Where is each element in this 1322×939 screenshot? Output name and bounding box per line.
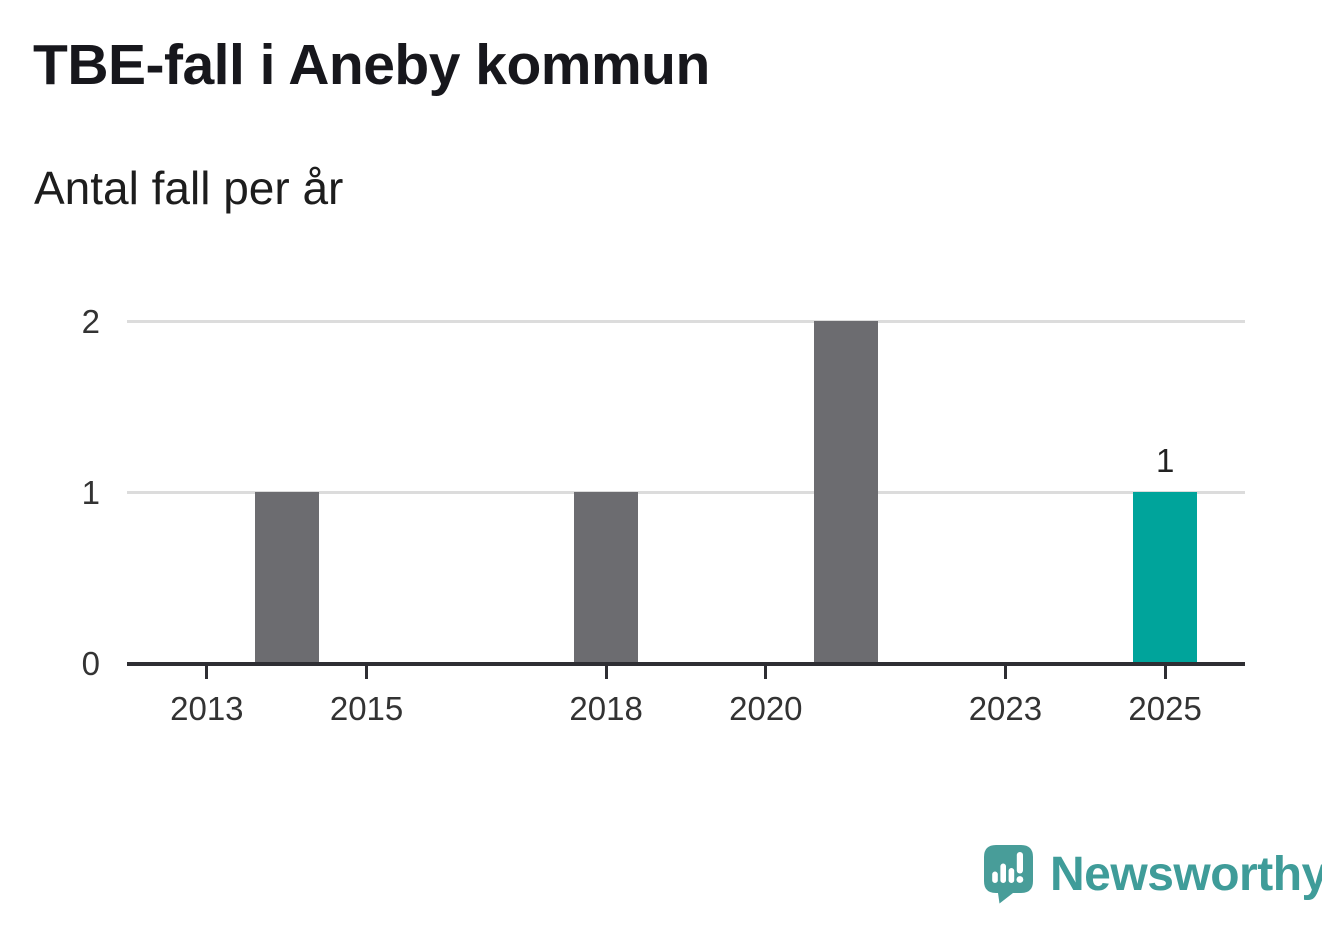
- bar-2025: [1133, 492, 1198, 663]
- bar-value-label: 1: [1155, 442, 1175, 479]
- newsworthy-bar-chart-bubble-icon: [984, 845, 1033, 904]
- x-axis-tick: [604, 666, 608, 679]
- y-axis-tick-label: 2: [81, 303, 100, 340]
- x-axis-tick-label: 2025: [1128, 690, 1202, 727]
- x-axis-tick-label: 2018: [569, 690, 643, 727]
- plot-area: [127, 319, 1245, 663]
- bar-2014: [254, 492, 319, 663]
- chart-title: TBE-fall i Aneby kommun: [33, 33, 710, 97]
- gridline-y-1: [127, 490, 1245, 494]
- x-axis-tick: [205, 666, 209, 679]
- x-axis-tick-label: 2020: [729, 690, 803, 727]
- x-axis-tick-label: 2015: [329, 690, 404, 727]
- x-axis-tick-label: 2013: [170, 690, 244, 727]
- x-axis-tick: [1163, 666, 1167, 679]
- x-axis-tick-label: 2023: [968, 690, 1043, 727]
- x-axis-tick: [764, 666, 768, 679]
- bar-2018: [574, 492, 639, 663]
- x-axis-line: [127, 662, 1245, 666]
- chart-subtitle: Antal fall per år: [34, 162, 344, 214]
- y-axis-tick-label: 1: [81, 474, 100, 511]
- newsworthy-logo: Newsworthy: [984, 845, 1322, 904]
- x-axis-tick: [365, 666, 369, 679]
- newsworthy-logo-text: Newsworthy: [1050, 848, 1322, 901]
- x-axis-tick: [1003, 666, 1007, 679]
- gridline-y-2: [127, 319, 1245, 323]
- y-axis-tick-label: 0: [81, 645, 100, 682]
- bar-2021: [813, 321, 878, 663]
